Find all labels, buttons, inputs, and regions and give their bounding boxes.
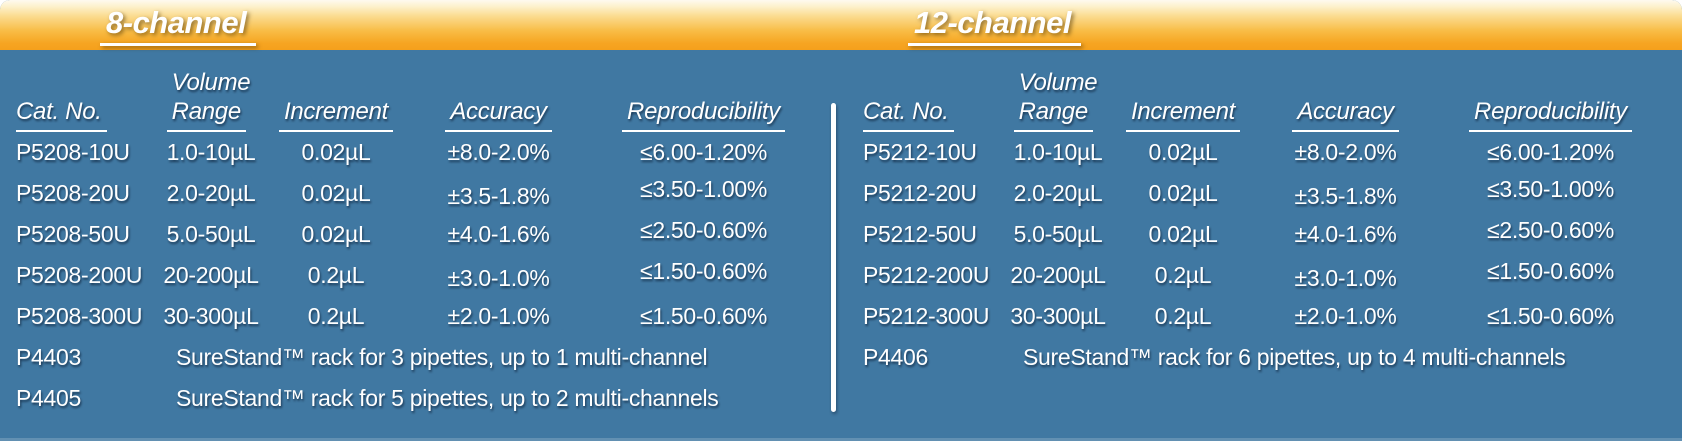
spec-value-cell: ±3.0-1.0% xyxy=(447,265,550,291)
spec-value-cell: 2.0-20µL xyxy=(166,180,256,206)
spec-value-cell: ±2.0-1.0% xyxy=(447,303,550,329)
spec-value-cell: 0.02µL xyxy=(301,221,371,247)
rack-cat-no-cell: P4403 xyxy=(16,344,82,370)
section-title-12-channel: 12-channel xyxy=(908,5,1081,46)
rack-description-cell: SureStand™ rack for 5 pipettes, up to 2 … xyxy=(176,385,719,411)
cat-no-cell: P5212-300U xyxy=(863,303,990,329)
col-header-volume-range: Volume Range xyxy=(156,50,266,132)
cat-no-cell: P5212-20U xyxy=(863,180,977,206)
spec-value-cell: 0.02µL xyxy=(301,139,371,165)
rack-description-cell: SureStand™ rack for 6 pipettes, up to 4 … xyxy=(1023,344,1566,370)
spec-value-cell: ≤1.50-0.60% xyxy=(1487,303,1614,329)
col-header-cat-no: Cat. No. xyxy=(16,50,156,132)
spec-value-cell: 0.2µL xyxy=(307,303,365,329)
spec-value-cell: ±4.0-1.6% xyxy=(1294,221,1397,247)
spec-value-cell: 5.0-50µL xyxy=(166,221,256,247)
col-header-reproducibility: Reproducibility xyxy=(1438,50,1663,132)
spec-value-cell: 0.2µL xyxy=(1154,303,1212,329)
col-header-accuracy: Accuracy xyxy=(406,50,591,132)
spec-value-cell: ≤1.50-0.60% xyxy=(640,258,767,284)
spec-value-cell: ±3.5-1.8% xyxy=(1294,183,1397,209)
table-12-channel: Cat. No. Volume Range Increment Accuracy … xyxy=(863,50,1671,441)
cat-no-cell: P5208-20U xyxy=(16,180,130,206)
spec-value-cell: ±3.5-1.8% xyxy=(447,183,550,209)
col-header-increment: Increment xyxy=(266,50,406,132)
spec-value-cell: ≤6.00-1.20% xyxy=(1487,139,1614,165)
spec-grid-8-channel: Cat. No. Volume Range Increment Accuracy … xyxy=(16,50,824,419)
spec-value-cell: ≤2.50-0.60% xyxy=(640,217,767,243)
spec-value-cell: 20-200µL xyxy=(1010,262,1106,288)
spec-grid-12-channel: Cat. No. Volume Range Increment Accuracy … xyxy=(863,50,1671,378)
spec-value-cell: 5.0-50µL xyxy=(1013,221,1103,247)
cat-no-cell: P5208-200U xyxy=(16,262,143,288)
rack-description-cell: SureStand™ rack for 3 pipettes, up to 1 … xyxy=(176,344,708,370)
spec-value-cell: ≤3.50-1.00% xyxy=(640,176,767,202)
cat-no-cell: P5212-200U xyxy=(863,262,990,288)
spec-tables-area: Cat. No. Volume Range Increment Accuracy … xyxy=(0,50,1682,441)
spec-value-cell: ±8.0-2.0% xyxy=(1294,139,1397,165)
col-header-reproducibility: Reproducibility xyxy=(591,50,816,132)
table-8-channel: Cat. No. Volume Range Increment Accuracy … xyxy=(16,50,824,441)
spec-value-cell: 0.2µL xyxy=(1154,262,1212,288)
spec-value-cell: 0.2µL xyxy=(307,262,365,288)
spec-value-cell: ±3.0-1.0% xyxy=(1294,265,1397,291)
spec-value-cell: ≤6.00-1.20% xyxy=(640,139,767,165)
cat-no-cell: P5208-50U xyxy=(16,221,130,247)
col-header-accuracy: Accuracy xyxy=(1253,50,1438,132)
cat-no-cell: P5208-10U xyxy=(16,139,130,165)
rack-cat-no-cell: P4405 xyxy=(16,385,82,411)
spec-value-cell: 0.02µL xyxy=(1148,139,1218,165)
spec-value-cell: 0.02µL xyxy=(1148,180,1218,206)
rack-cat-no-cell: P4406 xyxy=(863,344,929,370)
spec-value-cell: 1.0-10µL xyxy=(166,139,256,165)
header-banner: 8-channel 12-channel xyxy=(0,0,1682,50)
spec-value-cell: 30-300µL xyxy=(163,303,259,329)
col-header-volume-range: Volume Range xyxy=(1003,50,1113,132)
section-title-8-channel: 8-channel xyxy=(100,5,257,46)
col-header-increment: Increment xyxy=(1113,50,1253,132)
spec-value-cell: 2.0-20µL xyxy=(1013,180,1103,206)
spec-value-cell: ±8.0-2.0% xyxy=(447,139,550,165)
spec-value-cell: 20-200µL xyxy=(163,262,259,288)
col-header-cat-no: Cat. No. xyxy=(863,50,1003,132)
cat-no-cell: P5208-300U xyxy=(16,303,143,329)
spec-value-cell: ±4.0-1.6% xyxy=(447,221,550,247)
spec-value-cell: 0.02µL xyxy=(301,180,371,206)
spec-value-cell: ≤1.50-0.60% xyxy=(1487,258,1614,284)
spec-value-cell: ±2.0-1.0% xyxy=(1294,303,1397,329)
spec-value-cell: ≤3.50-1.00% xyxy=(1487,176,1614,202)
spec-value-cell: 30-300µL xyxy=(1010,303,1106,329)
spec-value-cell: 1.0-10µL xyxy=(1013,139,1103,165)
spec-value-cell: 0.02µL xyxy=(1148,221,1218,247)
spec-value-cell: ≤2.50-0.60% xyxy=(1487,217,1614,243)
section-divider xyxy=(831,103,836,412)
cat-no-cell: P5212-10U xyxy=(863,139,977,165)
spec-value-cell: ≤1.50-0.60% xyxy=(640,303,767,329)
cat-no-cell: P5212-50U xyxy=(863,221,977,247)
